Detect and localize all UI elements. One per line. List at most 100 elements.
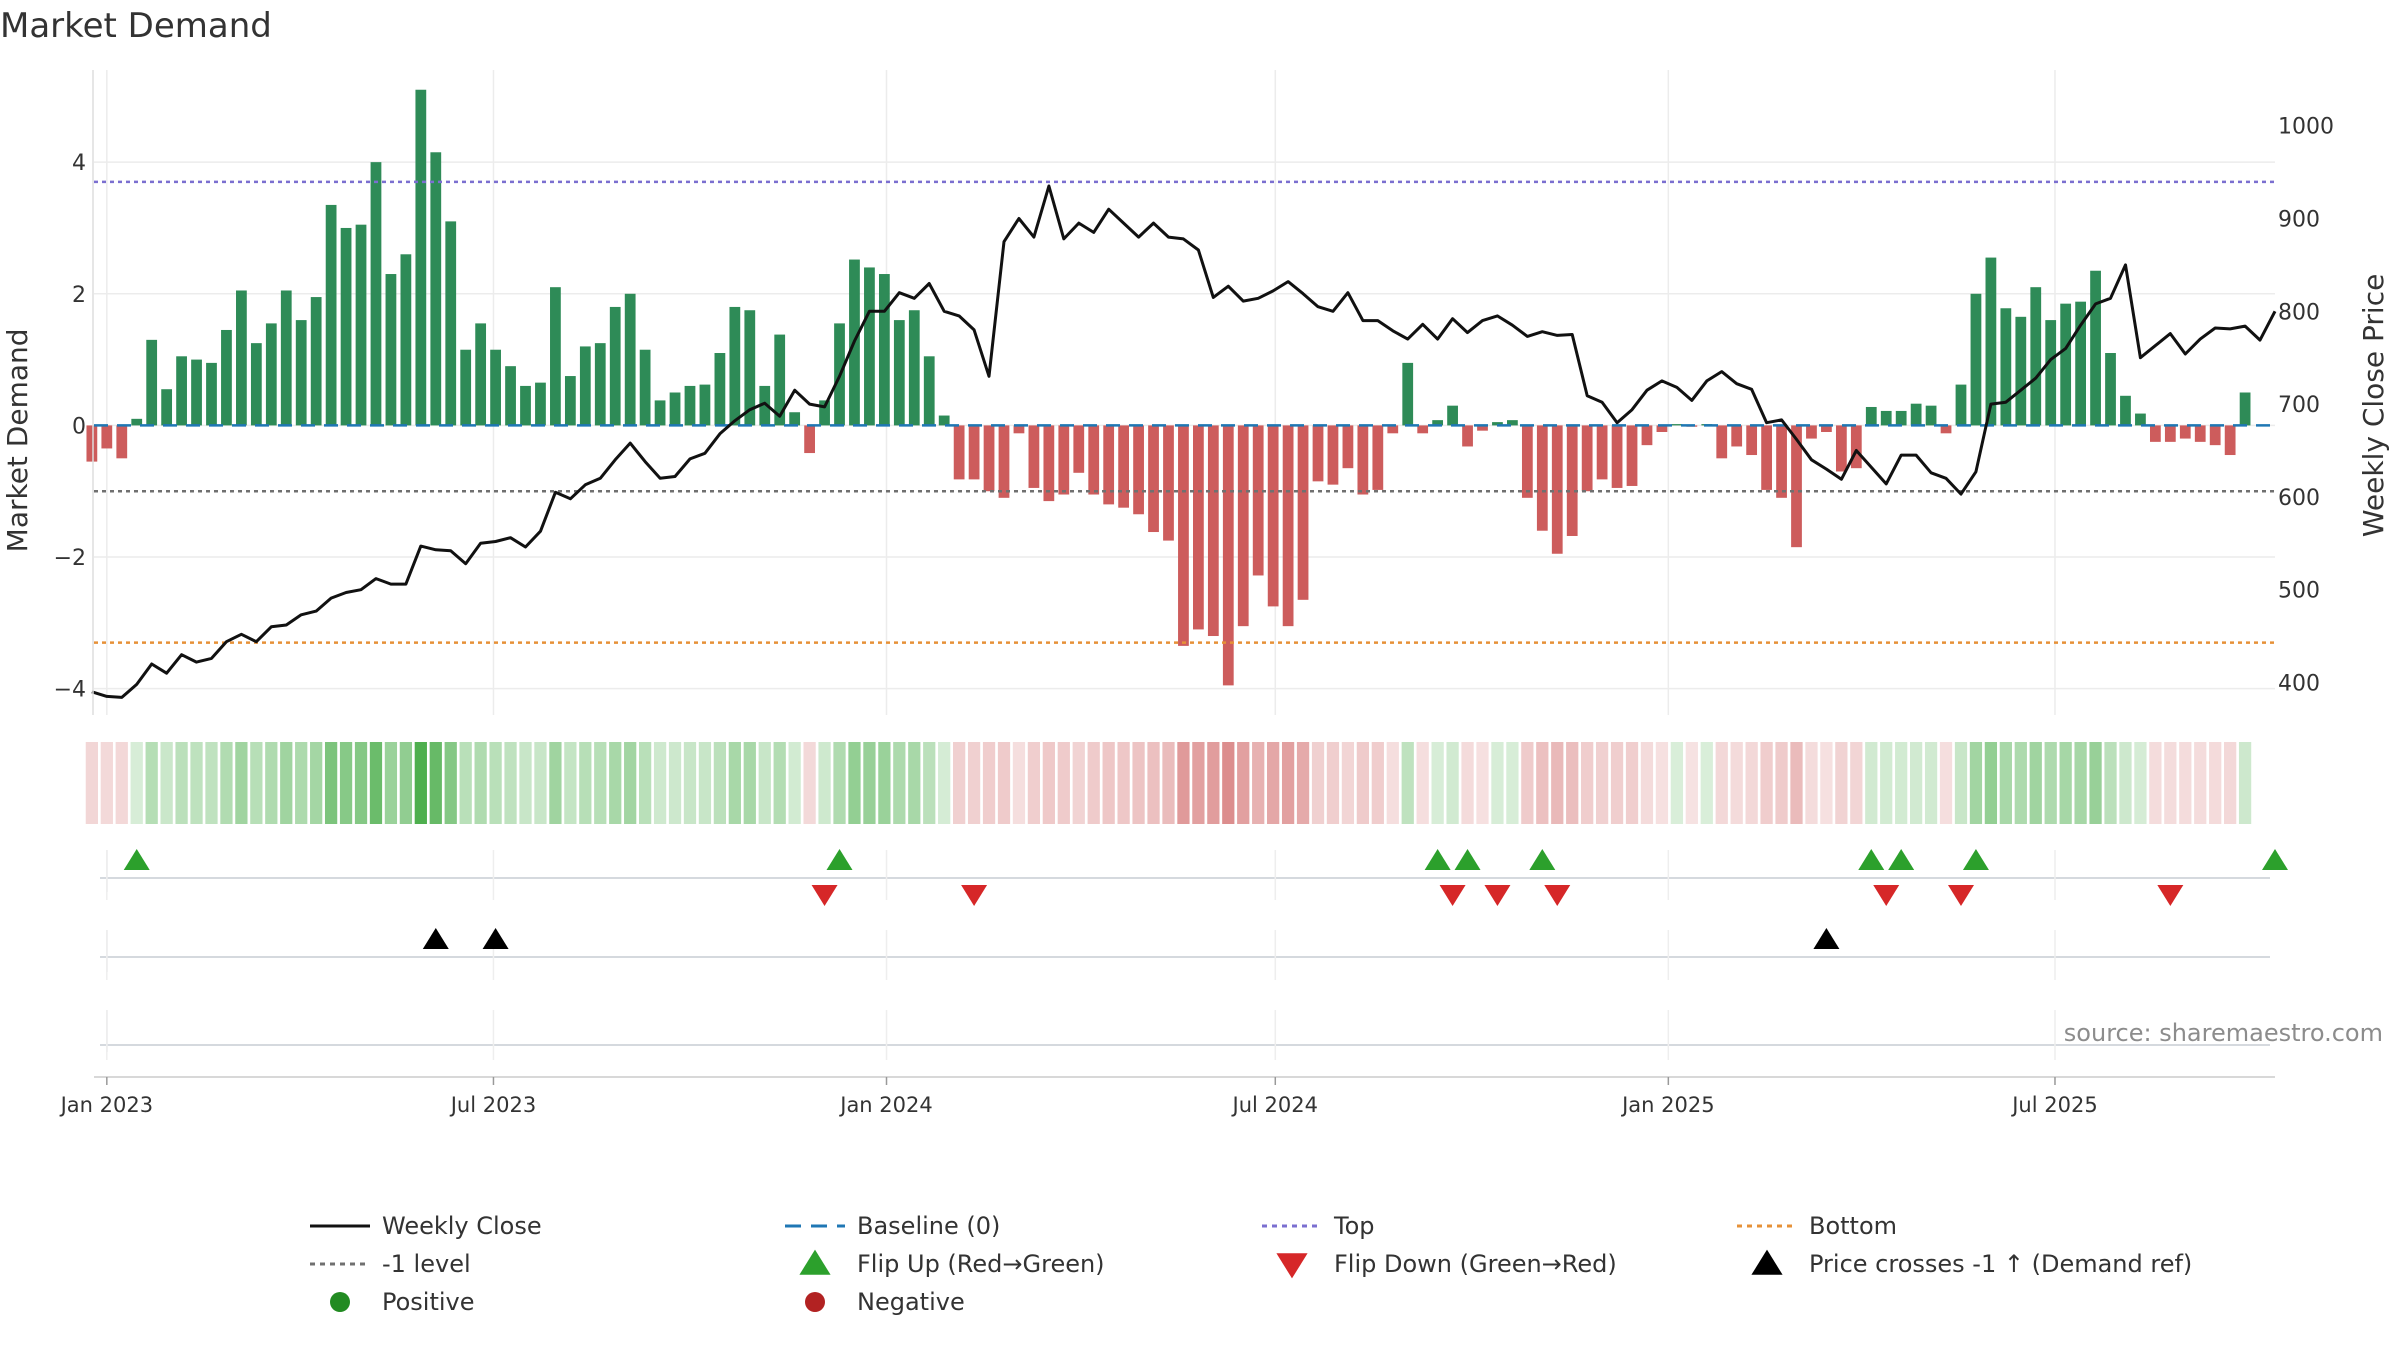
demand-bar [2149,425,2161,442]
heat-tile [1416,742,1429,824]
heat-tile [384,742,398,824]
demand-bar [460,349,472,426]
legend: Weekly Close Baseline (0) Top Bottom -1 leve… [310,1212,2192,1316]
x-tick-label: Jul 2023 [449,1093,536,1117]
heat-tile [1790,742,1803,824]
legend-label: Weekly Close [382,1212,542,1240]
heat-tile [339,742,353,824]
legend-triangle-up-icon [1751,1249,1783,1275]
demand-bar [1492,422,1503,426]
demand-bar [1850,425,1862,469]
heat-tile [324,742,338,824]
heat-tile [519,742,532,824]
heat-tile [504,742,517,824]
heat-tile [190,742,203,824]
heat-tile [1551,742,1564,824]
demand-bar [893,320,905,426]
demand-bar [475,323,487,426]
heat-tile [1581,742,1594,824]
heat-tile [1341,742,1355,824]
legend-label: Negative [857,1288,965,1316]
demand-bar [729,306,741,426]
heat-tile [803,742,816,824]
demand-bar [490,349,501,426]
demand-bar [1910,403,1922,426]
flip-up-marker [1454,849,1481,870]
heat-tile [683,742,697,824]
demand-bar [759,385,771,426]
demand-bar [1521,425,1533,498]
heat-tile [1072,742,1085,824]
demand-bar [1267,425,1279,607]
demand-bar [2090,270,2101,426]
demand-bar [1207,425,1219,637]
demand-bar [1477,425,1488,431]
y2-tick-label: 700 [2278,393,2320,418]
heat-tile [833,742,846,824]
heat-tile [1954,742,1968,824]
demand-bar [1895,410,1907,426]
demand-bar [654,400,666,426]
demand-bar [2164,425,2176,442]
y-tick-label: −4 [54,678,86,703]
legend-label: Flip Up (Red→Green) [857,1250,1105,1278]
heat-tile [1386,742,1399,824]
demand-bar [1103,425,1115,505]
legend-dot-icon [330,1292,350,1312]
demand-bar [908,310,920,426]
demand-bar [864,267,875,426]
heat-tile [818,742,831,824]
heat-tile [474,742,487,824]
demand-bar [505,366,516,426]
heat-tile [354,742,368,824]
heat-tile [653,742,667,824]
heat-tile [758,742,771,824]
heat-tile [1506,742,1519,824]
y2-axis-label: Weekly Close Price [2357,274,2390,537]
heat-tile [100,742,113,824]
heat-tile [2238,742,2252,824]
heat-tile [1132,742,1145,824]
demand-bar [699,384,711,426]
y-tick-label: 2 [72,283,86,308]
heat-tile [1536,742,1549,824]
demand-bar [1163,425,1174,541]
demand-bar [370,162,382,426]
demand-bar [1835,425,1847,472]
legend-dot-icon [805,1292,825,1312]
y2-tick-label: 900 [2278,207,2320,232]
demand-bar [550,287,561,426]
heat-tile [1177,742,1190,824]
heat-tile [1311,742,1325,824]
legend-triangle-up-icon [799,1249,831,1275]
flip-up-marker [1858,849,1885,870]
heat-tile [2119,742,2132,824]
demand-bar [2060,303,2072,426]
demand-bar [295,320,307,426]
y2-tick-label: 800 [2278,300,2320,325]
heat-tile [160,742,173,824]
heat-tile [1431,742,1444,824]
x-tick-label: Jul 2024 [1231,1093,1318,1117]
demand-bar [1880,410,1892,426]
demand-bar [430,152,442,426]
heat-tile [1655,742,1669,824]
heat-tile [1296,742,1310,824]
heat-tile [788,742,801,824]
heat-tile [908,742,921,824]
demand-bar [2209,425,2221,446]
heat-tile [220,742,233,824]
demand-bar [774,334,786,426]
heat-tile [399,742,413,824]
heat-tile [1969,742,1983,824]
source-text: source: sharemaestro.com [2064,1019,2383,1047]
demand-bar [1596,425,1608,480]
heat-tile [1895,742,1908,824]
y2-tick-label: 1000 [2278,115,2334,140]
legend-item: Top [1262,1212,1375,1240]
demand-bars [86,89,2251,686]
demand-bar [2105,353,2116,426]
flip-up-marker [1424,849,1451,870]
x-tick-label: Jan 2025 [1620,1093,1715,1117]
legend-label: Positive [382,1288,475,1316]
